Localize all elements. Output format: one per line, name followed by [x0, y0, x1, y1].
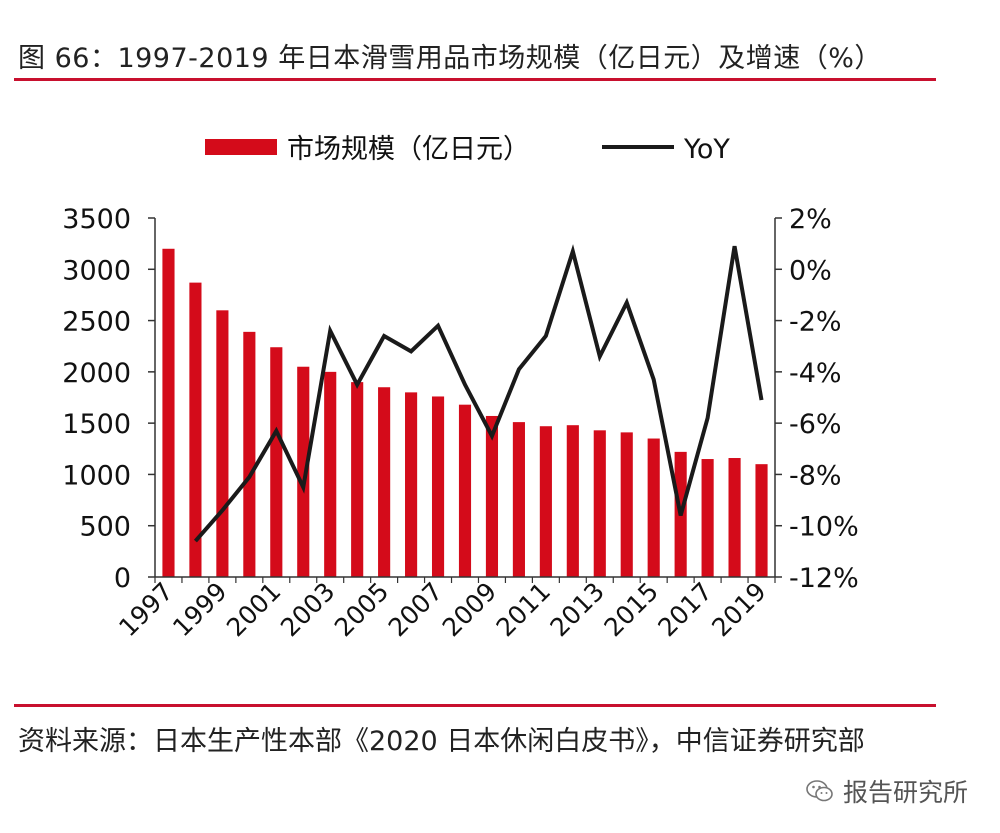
bar-2007 — [431, 396, 445, 577]
y-right-tick-label: -12% — [789, 563, 859, 594]
y-right-tick-label: -2% — [789, 307, 842, 338]
source-note: 资料来源：日本生产性本部《2020 日本休闲白皮书》，中信证券研究部 — [18, 726, 865, 757]
title-rule — [14, 78, 936, 81]
bar-2012 — [566, 425, 579, 577]
bar-2001 — [270, 347, 283, 577]
wechat-icon — [806, 780, 833, 802]
x-tick-label: 2011 — [491, 577, 556, 642]
bar-2000 — [243, 331, 256, 577]
bar-2005 — [378, 387, 391, 577]
page-title: 图 66：1997-2019 年日本滑雪用品市场规模（亿日元）及增速（%） — [18, 43, 882, 74]
bar-1998 — [189, 282, 202, 577]
legend-label-line: YoY — [683, 134, 730, 165]
bar-2014 — [620, 432, 633, 577]
bar-2006 — [405, 392, 418, 577]
y-left-tick-label: 1000 — [62, 460, 131, 491]
bar-series — [162, 248, 768, 577]
bar-2002 — [297, 366, 310, 577]
chart-legend: 市场规模（亿日元） YoY — [205, 134, 730, 165]
y-left-tick-label: 2500 — [62, 307, 131, 338]
y-right-tick-label: -4% — [789, 358, 842, 389]
y-left-tick-label: 0 — [114, 563, 131, 594]
bar-1999 — [216, 310, 229, 577]
yoy-line-series — [193, 244, 764, 543]
bar-2004 — [351, 382, 364, 577]
x-tick-label: 2019 — [706, 577, 771, 642]
x-tick-label: 2007 — [383, 577, 448, 642]
bar-2011 — [539, 426, 552, 577]
bar-2010 — [512, 422, 525, 577]
y-left-tick-label: 3000 — [62, 255, 131, 286]
y-right-tick-label: 2% — [789, 204, 832, 235]
y-left-tick-label: 3500 — [62, 204, 131, 235]
legend-swatch-bar — [205, 139, 277, 155]
bar-2003 — [324, 371, 337, 577]
y-left-tick-label: 2000 — [62, 358, 131, 389]
bar-2008 — [458, 404, 472, 577]
x-tick-label: 2017 — [652, 577, 717, 642]
y-right-tick-label: -10% — [789, 512, 859, 543]
x-tick-label: 2009 — [437, 577, 502, 642]
y-right-tick-label: -8% — [789, 460, 842, 491]
bar-1997 — [162, 248, 175, 577]
watermark-text: 报告研究所 — [843, 778, 969, 807]
bar-2019 — [755, 464, 768, 577]
y-left-tick-label: 500 — [79, 512, 131, 543]
bar-2015 — [647, 438, 660, 577]
x-tick-label: 1999 — [167, 577, 232, 642]
x-tick-label: 2013 — [545, 577, 610, 642]
bar-2009 — [485, 415, 499, 577]
bar-2017 — [701, 459, 714, 577]
x-tick-label: 2005 — [329, 577, 394, 642]
legend-label-bar: 市场规模（亿日元） — [287, 134, 530, 165]
y-right-tick-label: -6% — [789, 409, 842, 440]
x-tick-label: 2001 — [221, 577, 286, 642]
bar-line-chart: 市场规模（亿日元） YoY 0 500 1000 1500 2000 2500 3000 350… — [62, 134, 859, 642]
y-right-tick-label: 0% — [789, 255, 832, 286]
x-tick-label: 2003 — [275, 577, 340, 642]
watermark: 报告研究所 — [805, 773, 968, 809]
y-left-tick-label: 1500 — [62, 409, 131, 440]
yoy-line — [193, 244, 764, 543]
bar-2013 — [593, 430, 606, 577]
x-tick-label: 2015 — [598, 577, 663, 642]
bar-2018 — [728, 458, 741, 577]
source-rule — [14, 704, 936, 707]
